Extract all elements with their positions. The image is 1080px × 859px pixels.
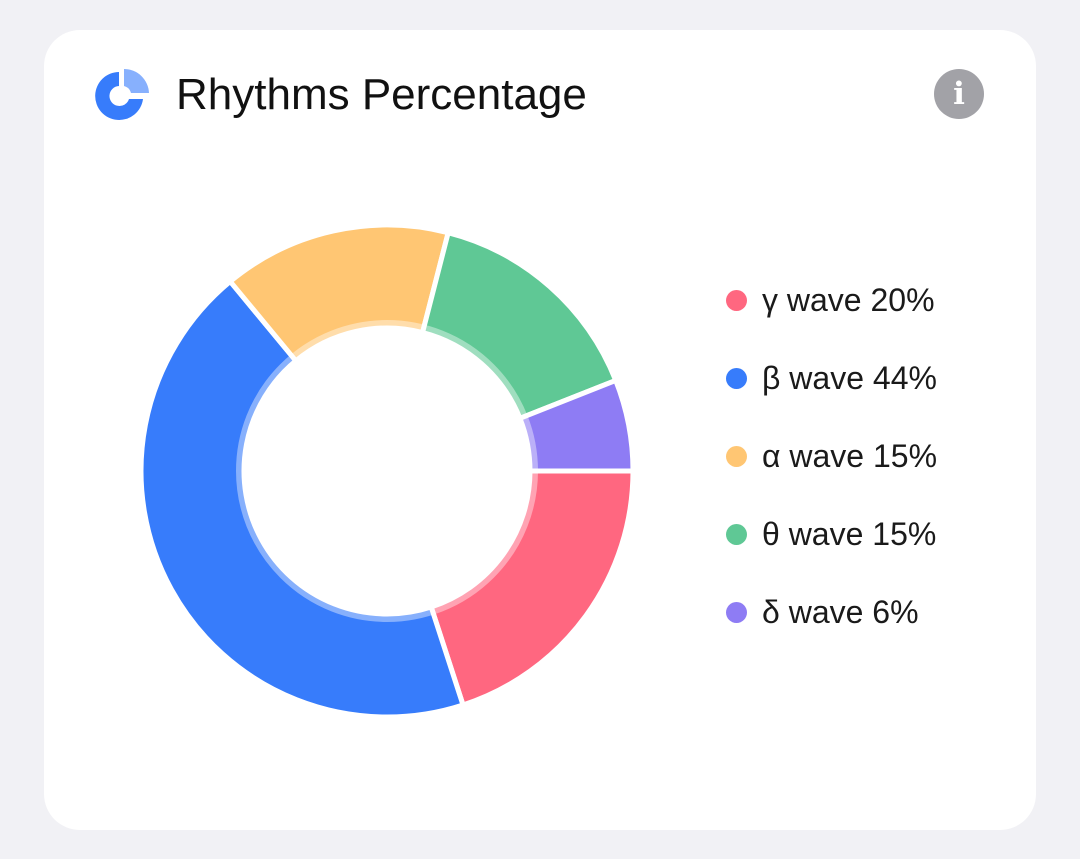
legend-item[interactable]: γ wave 20% — [726, 279, 937, 321]
donut-chart — [138, 222, 636, 720]
legend-item[interactable]: α wave 15% — [726, 435, 937, 477]
legend-label: θ wave 15% — [762, 515, 937, 552]
legend-dot — [726, 601, 747, 623]
donut-hole — [244, 328, 530, 614]
rhythms-card: Rhythms Percentage i γ wave 20% β wave 44… — [44, 30, 1036, 830]
legend-label: γ wave 20% — [762, 281, 935, 318]
legend-label: β wave 44% — [762, 359, 937, 396]
legend-item[interactable]: β wave 44% — [726, 357, 937, 399]
legend-dot — [726, 289, 747, 311]
legend-item[interactable]: θ wave 15% — [726, 513, 937, 555]
legend-label: δ wave 6% — [762, 593, 919, 630]
page-title: Rhythms Percentage — [176, 70, 587, 119]
legend-dot — [726, 367, 747, 389]
pie-chart-icon — [95, 68, 149, 120]
info-icon[interactable]: i — [934, 69, 984, 119]
legend-dot — [726, 523, 747, 545]
chart-legend: γ wave 20% β wave 44% α wave 15% θ wave 15%… — [726, 279, 937, 669]
donut-inner-rim — [236, 320, 538, 622]
legend-item[interactable]: δ wave 6% — [726, 591, 937, 633]
legend-label: α wave 15% — [762, 437, 938, 474]
legend-dot — [726, 445, 747, 467]
